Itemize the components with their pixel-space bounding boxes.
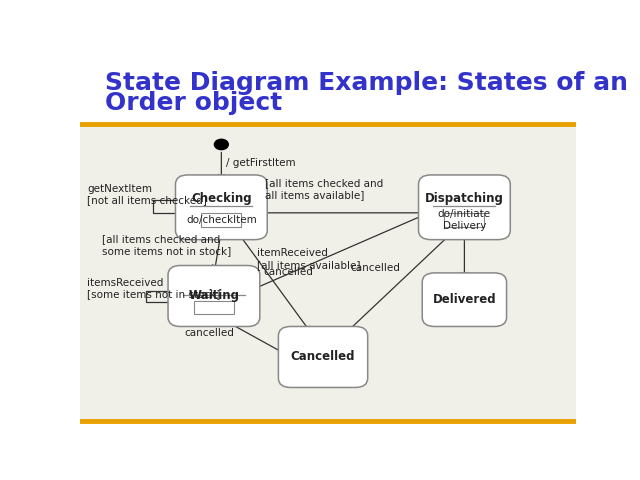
Text: Cancelled: Cancelled xyxy=(291,350,355,363)
Text: Dispatching: Dispatching xyxy=(425,192,504,204)
FancyBboxPatch shape xyxy=(175,175,268,240)
FancyBboxPatch shape xyxy=(278,326,367,387)
Text: Order object: Order object xyxy=(105,91,282,115)
FancyBboxPatch shape xyxy=(168,265,260,326)
Text: / getFirstItem: / getFirstItem xyxy=(227,158,296,168)
Text: Waiting: Waiting xyxy=(188,289,239,302)
Text: itemReceived
[all items available]: itemReceived [all items available] xyxy=(257,248,361,270)
Circle shape xyxy=(214,139,228,150)
Text: do/checkItem: do/checkItem xyxy=(186,215,257,225)
Text: Checking: Checking xyxy=(191,192,252,204)
Bar xyxy=(444,213,484,227)
Text: Delivered: Delivered xyxy=(433,293,496,306)
Bar xyxy=(80,58,576,124)
Text: [all items checked and
some items not in stock]: [all items checked and some items not in… xyxy=(102,234,232,256)
Text: itemsReceived
[some items not in stock]: itemsReceived [some items not in stock] xyxy=(88,278,221,300)
Text: [all items checked and
all items available]: [all items checked and all items availab… xyxy=(265,178,383,200)
Text: State Diagram Example: States of an: State Diagram Example: States of an xyxy=(105,71,628,95)
Text: do/initiate
Delivery: do/initiate Delivery xyxy=(438,209,491,230)
Text: getNextItem
[not all items checked]: getNextItem [not all items checked] xyxy=(88,183,207,205)
Bar xyxy=(201,213,241,227)
FancyBboxPatch shape xyxy=(419,175,510,240)
Text: cancelled: cancelled xyxy=(264,267,314,277)
Bar xyxy=(80,124,576,420)
Text: cancelled: cancelled xyxy=(350,263,400,273)
Bar xyxy=(194,301,234,314)
FancyBboxPatch shape xyxy=(422,273,507,326)
Text: cancelled: cancelled xyxy=(184,328,234,338)
